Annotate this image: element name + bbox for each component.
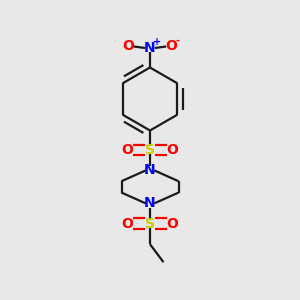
Text: O: O [167,217,178,231]
Text: O: O [122,217,134,231]
Text: N: N [144,164,156,177]
Text: O: O [122,143,134,157]
Text: S: S [145,217,155,231]
Text: O: O [167,143,178,157]
Text: S: S [145,143,155,157]
Text: N: N [144,196,156,210]
Text: -: - [176,36,180,46]
Text: O: O [122,40,134,53]
Text: N: N [144,41,156,55]
Text: +: + [152,37,161,47]
Text: O: O [166,40,178,53]
